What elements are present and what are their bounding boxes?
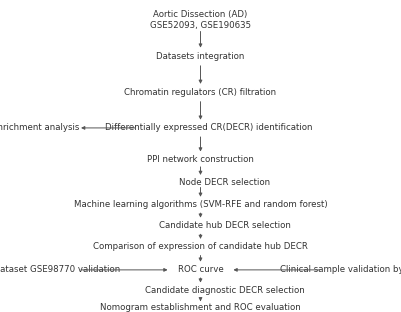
Text: Nomogram establishment and ROC evaluation: Nomogram establishment and ROC evaluatio… (100, 303, 301, 311)
Text: Node DECR selection: Node DECR selection (179, 178, 270, 187)
Text: Aortic Dissection (AD)
GSE52093, GSE190635: Aortic Dissection (AD) GSE52093, GSE1906… (150, 10, 251, 30)
Text: External dataset GSE98770 validation: External dataset GSE98770 validation (0, 266, 120, 274)
Text: Candidate hub DECR selection: Candidate hub DECR selection (159, 221, 290, 230)
Text: Chromatin regulators (CR) filtration: Chromatin regulators (CR) filtration (124, 88, 277, 96)
Text: ROC curve: ROC curve (178, 266, 223, 274)
Text: Machine learning algorithms (SVM-RFE and random forest): Machine learning algorithms (SVM-RFE and… (74, 200, 327, 209)
Text: Candidate diagnostic DECR selection: Candidate diagnostic DECR selection (145, 286, 304, 295)
Text: Enrichment analysis: Enrichment analysis (0, 124, 80, 132)
Text: Clinical sample validation by qRT-PCR: Clinical sample validation by qRT-PCR (280, 266, 401, 274)
Text: Datasets integration: Datasets integration (156, 52, 245, 61)
Text: Comparison of expression of candidate hub DECR: Comparison of expression of candidate hu… (93, 242, 308, 251)
Text: PPI network construction: PPI network construction (147, 155, 254, 163)
Text: Differentially expressed CR(DECR) identification: Differentially expressed CR(DECR) identi… (105, 124, 312, 132)
